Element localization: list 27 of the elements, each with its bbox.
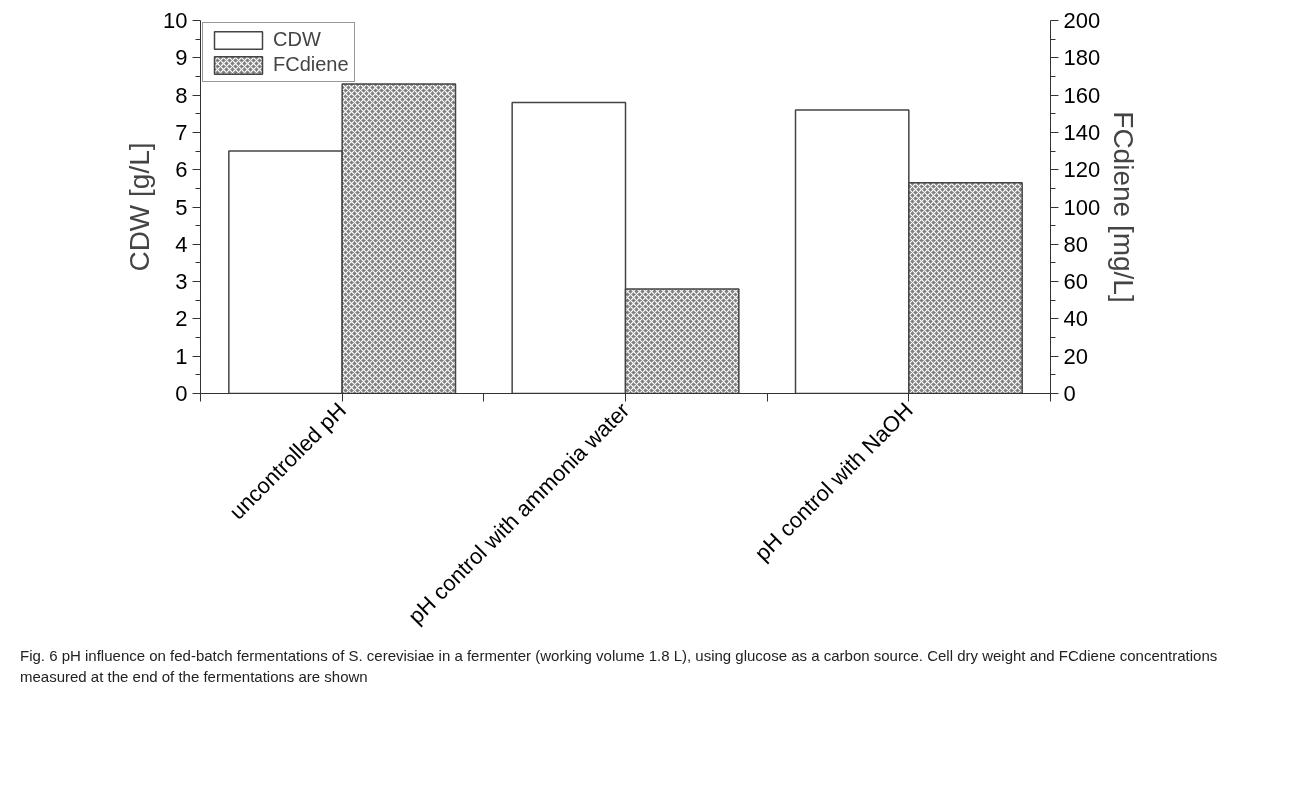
y-tick-label: 5 xyxy=(175,194,188,220)
y-tick-label: 1 xyxy=(175,343,188,369)
y-tick-label: 9 xyxy=(175,45,188,71)
y-tick-label: 6 xyxy=(175,157,188,183)
y-tick-label: 3 xyxy=(175,269,188,295)
y-tick-label: 8 xyxy=(175,82,188,108)
y2-tick-label: 160 xyxy=(1063,82,1101,108)
y-tick-label: 7 xyxy=(175,119,188,145)
legend-label: FCdiene xyxy=(273,53,349,76)
y2-tick-label: 20 xyxy=(1063,343,1088,369)
y-axis-title: CDW [g/L] xyxy=(124,142,156,272)
caption: Fig. 6 pH influence on fed-batch fermentations of S. cerevisiae in a fermenter (working volume 1.8 L), using glucose as a carbon source. Cell dry weight and FCdiene concentrations measured at the end of the fermentations are shown xyxy=(20,646,1219,688)
y2-axis-title: FCdiene [mg/L] xyxy=(1108,111,1140,303)
y2-tick-label: 40 xyxy=(1063,306,1088,332)
y-tick-label: 2 xyxy=(175,306,188,332)
y2-tick-label: 120 xyxy=(1063,157,1101,183)
y2-tick-label: 100 xyxy=(1063,194,1101,220)
y2-tick-label: 140 xyxy=(1063,119,1101,145)
y2-tick-label: 200 xyxy=(1063,8,1101,33)
y-tick-label: 0 xyxy=(175,381,188,406)
y2-tick-label: 0 xyxy=(1063,381,1076,406)
y2-tick-label: 180 xyxy=(1063,45,1101,71)
y-tick-label: 4 xyxy=(175,231,188,257)
y2-tick-label: 80 xyxy=(1063,231,1088,257)
legend-label: CDW xyxy=(273,28,321,51)
y2-tick-label: 60 xyxy=(1063,269,1088,295)
y-tick-label: 10 xyxy=(163,8,188,33)
